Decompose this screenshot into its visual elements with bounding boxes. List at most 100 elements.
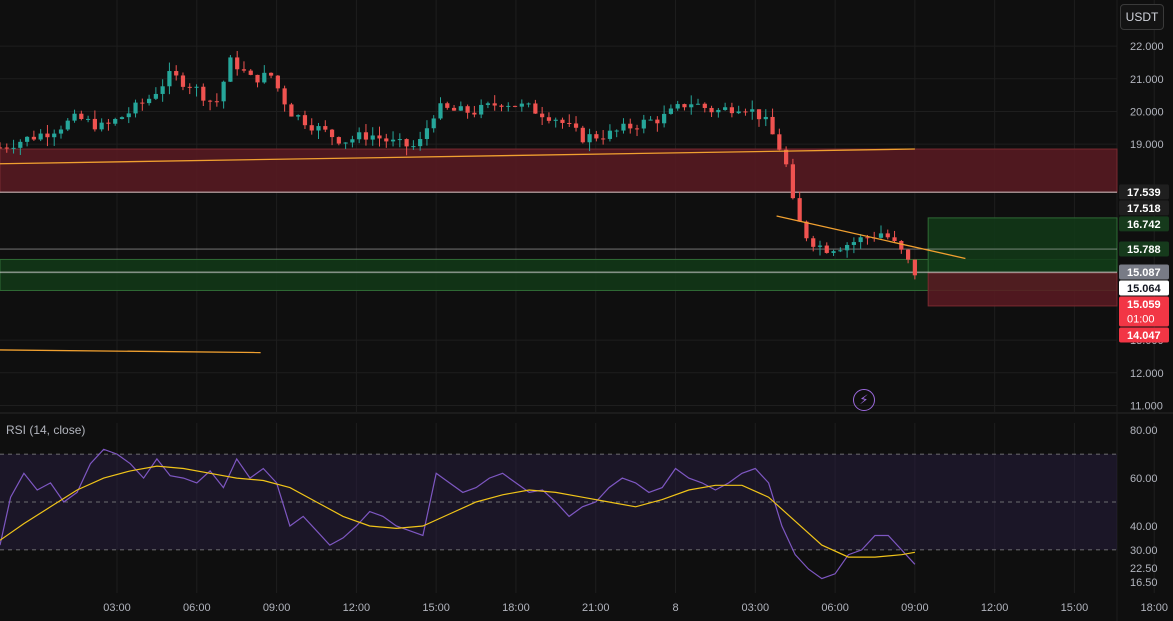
candle-body xyxy=(384,138,389,142)
rsi-line xyxy=(0,448,916,580)
candle xyxy=(587,128,592,152)
trendline[interactable] xyxy=(776,215,966,260)
x-tick-label: 18:00 xyxy=(502,602,530,614)
candle xyxy=(763,109,768,127)
candle xyxy=(384,133,389,148)
candle xyxy=(912,259,917,280)
lightning-icon[interactable]: ⚡ xyxy=(853,389,875,411)
trendline[interactable] xyxy=(0,148,915,165)
candle-body xyxy=(418,139,423,147)
candle xyxy=(404,138,409,156)
candle xyxy=(45,124,50,147)
candle-body xyxy=(31,136,36,140)
trendline[interactable] xyxy=(0,349,261,354)
candle xyxy=(499,104,504,112)
x-tick-label: 12:00 xyxy=(343,602,371,614)
candle-body xyxy=(119,117,125,119)
candle-body xyxy=(892,237,897,241)
candle xyxy=(492,95,497,111)
candle-body xyxy=(92,118,97,130)
trendlines[interactable] xyxy=(0,148,966,354)
candle xyxy=(106,118,111,131)
candle-body xyxy=(363,132,369,140)
candle xyxy=(716,107,721,118)
candle-body xyxy=(323,126,328,130)
rsi-y-tick-label: 60.00 xyxy=(1130,473,1158,485)
price-label-box xyxy=(1119,327,1169,343)
candle xyxy=(458,101,463,111)
candle xyxy=(52,129,57,146)
candle-body xyxy=(594,134,599,139)
candle-body xyxy=(838,250,843,252)
candle xyxy=(689,95,694,115)
rsi-y-tick-label: 40.00 xyxy=(1130,521,1158,533)
x-tick-label: 8 xyxy=(672,602,678,614)
candle-body xyxy=(560,119,565,123)
candle-body xyxy=(519,103,524,107)
candle xyxy=(153,87,158,100)
candle-body xyxy=(777,134,782,150)
candle-body xyxy=(424,128,430,140)
candle-body xyxy=(723,107,728,110)
price-label-box xyxy=(1119,241,1169,257)
price-label-countdown: 01:00 xyxy=(1127,313,1155,325)
candle xyxy=(174,65,179,81)
candle-body xyxy=(390,139,396,142)
x-tick-label: 21:00 xyxy=(582,602,610,614)
price-label: 14.047 xyxy=(1119,327,1169,343)
candle-body xyxy=(431,118,436,129)
candle xyxy=(309,118,314,135)
candle xyxy=(858,233,863,249)
candle-body xyxy=(296,115,301,117)
candle xyxy=(594,130,599,142)
candle-body xyxy=(445,103,450,108)
candle xyxy=(268,72,274,79)
candle xyxy=(824,242,829,254)
candle xyxy=(180,72,186,91)
candle-body xyxy=(411,146,416,148)
horizontal-levels xyxy=(0,191,1117,274)
candle xyxy=(4,143,9,153)
candle-body xyxy=(716,109,721,113)
candle xyxy=(546,112,552,124)
candle-body xyxy=(743,111,748,113)
candle-body xyxy=(499,105,504,107)
candle-body xyxy=(289,104,294,117)
candle xyxy=(275,75,280,92)
candle-body xyxy=(865,237,870,239)
candle-body xyxy=(4,147,9,149)
price-label-text: 15.087 xyxy=(1127,267,1161,279)
y-tick-label: 12.000 xyxy=(1130,368,1164,380)
candle xyxy=(92,110,97,132)
candle-body xyxy=(207,100,213,102)
candle-body xyxy=(201,86,206,101)
candle xyxy=(485,101,491,109)
candle xyxy=(296,114,301,121)
candle xyxy=(675,100,680,111)
candle-body xyxy=(824,245,829,253)
candle-body xyxy=(797,198,802,222)
candle xyxy=(621,118,626,134)
candle xyxy=(777,128,782,151)
candle xyxy=(370,127,375,146)
candle-body xyxy=(628,123,633,129)
candle-body xyxy=(472,112,477,115)
candle xyxy=(79,110,84,121)
x-tick-label: 18:00 xyxy=(1140,602,1168,614)
x-tick-label: 03:00 xyxy=(742,602,770,614)
rsi-y-tick-label: 30.00 xyxy=(1130,545,1158,557)
candle-body xyxy=(45,133,50,138)
candle xyxy=(756,109,762,127)
candle xyxy=(695,98,701,105)
axes: 22.00021.00020.00019.00013.00012.00011.0… xyxy=(103,41,1168,614)
price-label-box xyxy=(1119,264,1169,280)
currency-selector-button[interactable]: USDT xyxy=(1120,4,1164,30)
candle-body xyxy=(194,86,199,88)
candle-body xyxy=(756,109,762,120)
price-label: 15.059 01:00 xyxy=(1119,296,1169,327)
zone-green xyxy=(927,217,1118,274)
candle-body xyxy=(655,119,660,124)
candle-body xyxy=(167,71,172,87)
candle xyxy=(126,107,131,124)
